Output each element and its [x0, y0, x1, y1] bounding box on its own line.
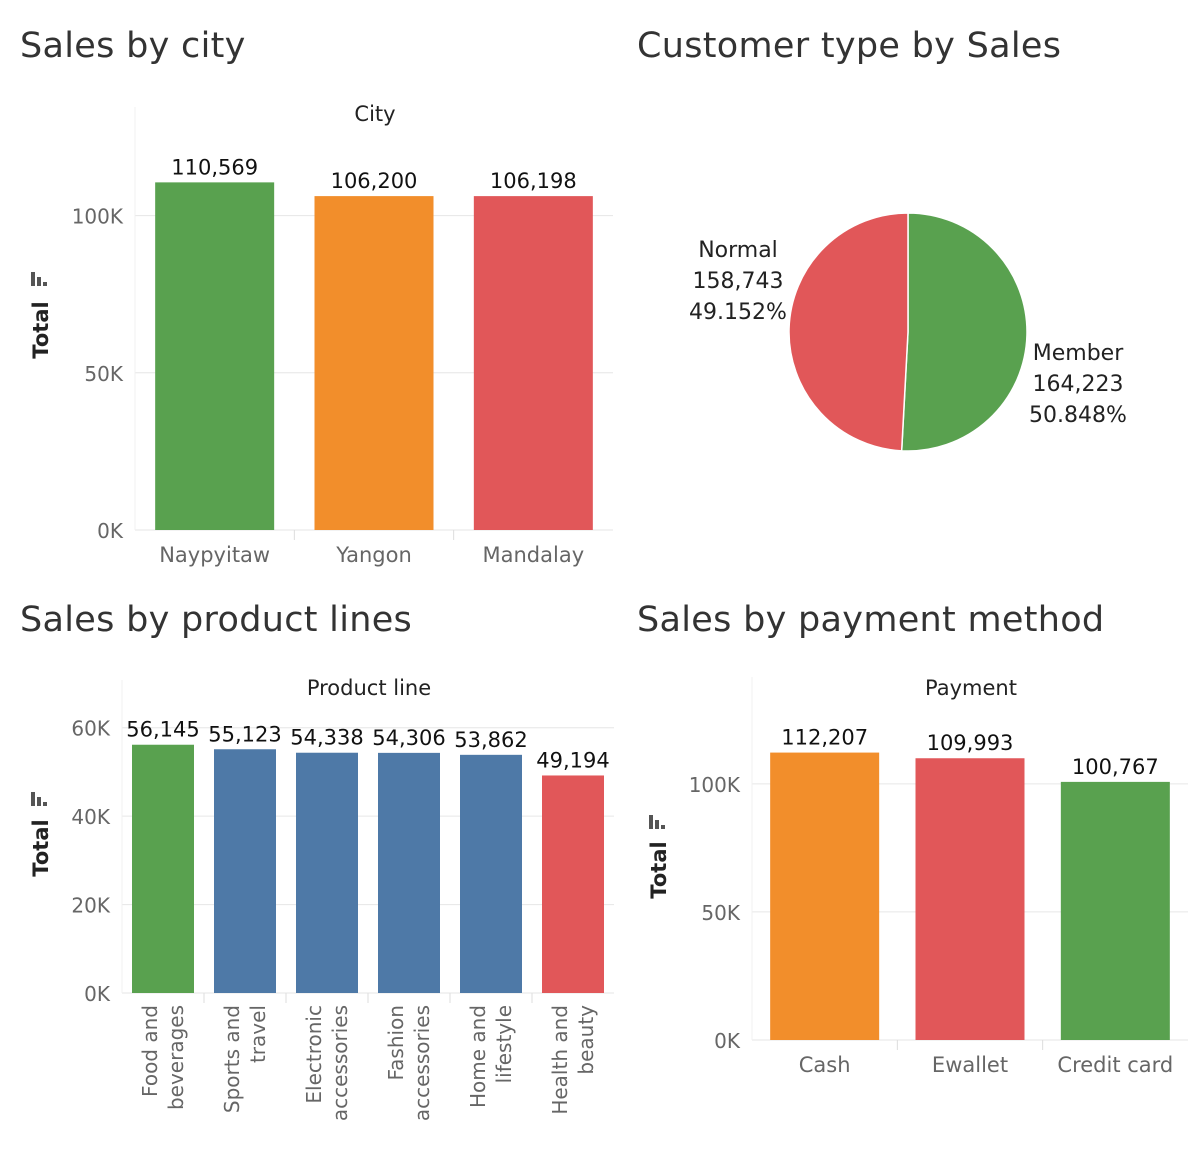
- product-x-tick-label: travel: [246, 1005, 270, 1063]
- city-panel-title: Sales by city: [20, 26, 246, 66]
- product-y-tick-label: 60K: [71, 717, 110, 741]
- product-x-tick-label: Health and: [548, 1005, 572, 1115]
- payment-panel-title: Sales by payment method: [637, 600, 1105, 640]
- city-bar: [155, 182, 275, 530]
- city-data-label: 110,569: [171, 155, 258, 179]
- product-x-tick-label: beverages: [164, 1005, 188, 1110]
- pie-value-normal: 158,743: [693, 269, 784, 294]
- city-data-label: 106,200: [331, 169, 418, 193]
- product-bar: [378, 752, 440, 993]
- city-data-label: 106,198: [490, 169, 577, 193]
- product-x-tick-label: Fashion: [384, 1005, 408, 1081]
- product-data-label: 49,194: [536, 748, 609, 772]
- city-y-tick-label: 0K: [97, 519, 124, 543]
- pie-percent-member: 50.848%: [1029, 403, 1127, 428]
- city-column-header: City: [354, 102, 395, 126]
- product-x-tick-label: Food and: [138, 1005, 162, 1097]
- payment-x-tick-label: Cash: [799, 1053, 851, 1077]
- sort-bars-icon: [31, 272, 47, 286]
- product-x-tick-label: lifestyle: [492, 1005, 516, 1083]
- product-y-tick-label: 20K: [71, 894, 110, 918]
- product-bar: [132, 744, 194, 993]
- pie-value-member: 164,223: [1033, 372, 1124, 397]
- payment-data-label: 109,993: [927, 731, 1014, 755]
- payment-y-tick-label: 50K: [701, 901, 740, 925]
- pie-label-normal: Normal: [698, 238, 778, 263]
- product-y-tick-label: 0K: [84, 982, 111, 1006]
- product-bar: [460, 754, 522, 993]
- payment-bar: [915, 758, 1025, 1040]
- payment-y-axis-title: Total: [647, 841, 671, 898]
- product-column-header: Product line: [307, 676, 431, 700]
- payment-y-tick-label: 0K: [714, 1029, 741, 1053]
- product-x-tick-label: accessories: [328, 1005, 352, 1121]
- product-data-label: 54,306: [372, 726, 445, 750]
- product-panel-title: Sales by product lines: [20, 600, 413, 640]
- city-x-tick-label: Naypyitaw: [159, 543, 270, 567]
- pie-slice-normal: [788, 212, 909, 452]
- payment-bar: [1060, 781, 1170, 1040]
- product-x-tick-label: Home and: [466, 1005, 490, 1108]
- payment-x-tick-label: Credit card: [1057, 1053, 1173, 1077]
- product-data-label: 54,338: [290, 726, 363, 750]
- payment-column-header: Payment: [925, 676, 1017, 700]
- product-bar: [542, 775, 604, 993]
- payment-data-label: 100,767: [1072, 755, 1159, 779]
- product-y-axis-title: Total: [29, 819, 53, 876]
- product-y-tick-label: 40K: [71, 805, 110, 829]
- city-bar: [314, 196, 434, 531]
- city-x-tick-label: Yangon: [335, 543, 412, 567]
- city-y-axis-title: Total: [29, 301, 53, 358]
- payment-x-tick-label: Ewallet: [932, 1053, 1008, 1077]
- payment-data-label: 112,207: [781, 726, 868, 750]
- pie-slice-member: [900, 212, 1028, 452]
- product-bar: [214, 749, 276, 993]
- city-y-tick-label: 50K: [84, 362, 123, 386]
- sort-bars-icon: [649, 815, 665, 829]
- payment-y-tick-label: 100K: [689, 773, 741, 797]
- city-x-tick-label: Mandalay: [483, 543, 585, 567]
- product-x-tick-label: Sports and: [220, 1005, 244, 1113]
- product-bar: [296, 752, 358, 993]
- product-data-label: 53,862: [454, 728, 527, 752]
- product-x-tick-label: beauty: [574, 1005, 598, 1075]
- city-bar: [473, 196, 593, 530]
- customer-panel-title: Customer type by Sales: [637, 26, 1062, 66]
- product-data-label: 56,145: [126, 718, 199, 742]
- product-data-label: 55,123: [208, 722, 281, 746]
- payment-bar: [770, 752, 880, 1040]
- product-x-tick-label: Electronic: [302, 1005, 326, 1104]
- pie-label-member: Member: [1033, 341, 1124, 366]
- city-y-tick-label: 100K: [72, 205, 124, 229]
- product-x-tick-label: accessories: [410, 1005, 434, 1121]
- pie-percent-normal: 49.152%: [689, 300, 787, 325]
- sort-bars-icon: [31, 792, 47, 806]
